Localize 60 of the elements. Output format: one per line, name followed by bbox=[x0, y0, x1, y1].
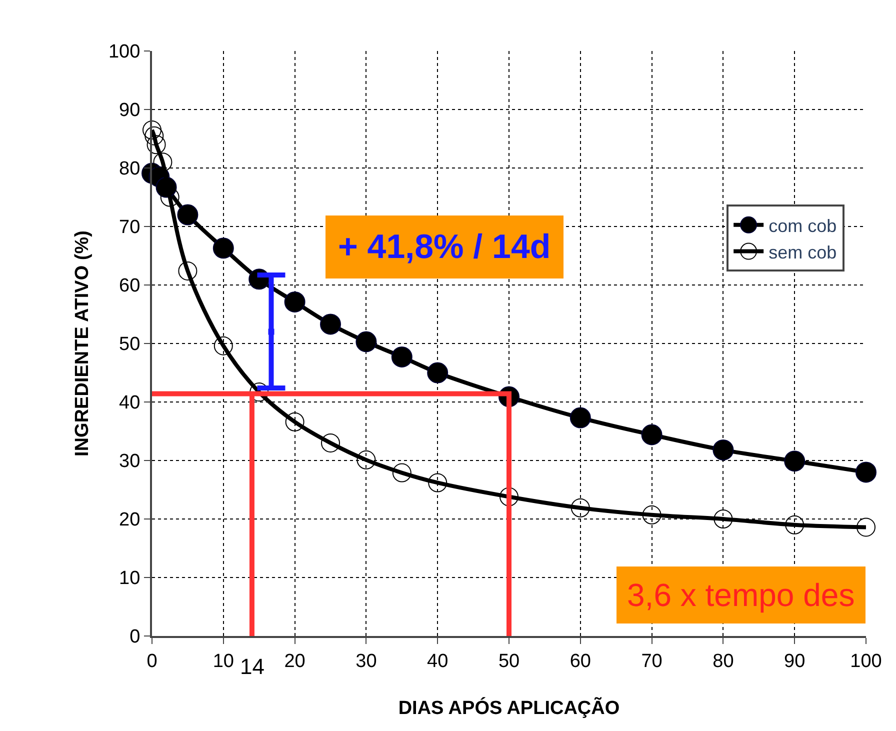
x-tick-label: 90 bbox=[784, 650, 806, 672]
annotation: + 41,8% / 14d bbox=[338, 228, 551, 266]
legend-label: com cob bbox=[768, 216, 837, 236]
point bbox=[356, 450, 376, 470]
point bbox=[214, 336, 233, 356]
point bbox=[212, 238, 234, 259]
point bbox=[178, 261, 198, 280]
point bbox=[570, 498, 590, 518]
point bbox=[268, 328, 274, 335]
x-tick-label: 60 bbox=[570, 650, 591, 672]
point bbox=[785, 515, 804, 534]
point bbox=[320, 314, 341, 335]
annotation: 3,6 x tempo des bbox=[627, 577, 855, 613]
y-tick-label: 100 bbox=[108, 42, 140, 63]
x-tick-label: 80 bbox=[712, 650, 734, 672]
point bbox=[285, 412, 304, 432]
x-tick-label: 30 bbox=[356, 650, 377, 672]
point bbox=[500, 487, 518, 506]
x-axis-title: DIAS APÓS APLICAÇÃO bbox=[398, 697, 620, 720]
point bbox=[153, 152, 172, 172]
y-axis-title: INGREDIENTE ATIVO (%) bbox=[72, 230, 93, 456]
y-tick-label: 40 bbox=[119, 392, 140, 414]
point bbox=[160, 188, 180, 207]
point bbox=[784, 450, 806, 472]
y-tick-label: 60 bbox=[119, 276, 140, 297]
point bbox=[570, 407, 591, 428]
x-tick-label: 10 bbox=[212, 650, 234, 672]
point bbox=[714, 510, 733, 528]
y-tick-label: 30 bbox=[119, 451, 140, 472]
x-tick-label: 70 bbox=[641, 650, 662, 672]
x-tick-label: 20 bbox=[284, 650, 306, 672]
y-tick-label: 80 bbox=[119, 158, 140, 180]
point bbox=[391, 346, 412, 368]
y-tick-label: 0 bbox=[130, 626, 140, 648]
point bbox=[428, 473, 448, 492]
x-tick-label: 50 bbox=[498, 650, 520, 672]
point bbox=[856, 518, 876, 537]
point bbox=[144, 126, 164, 146]
point bbox=[642, 505, 662, 524]
y-tick-label: 50 bbox=[119, 334, 140, 356]
point bbox=[177, 204, 198, 226]
y-tick-label: 70 bbox=[119, 217, 140, 238]
y-tick-label: 20 bbox=[119, 510, 140, 531]
point bbox=[356, 331, 377, 352]
point bbox=[142, 120, 162, 140]
point bbox=[392, 463, 412, 482]
point bbox=[284, 291, 306, 312]
legend-label: sem cob bbox=[768, 242, 837, 262]
x-tick-label: 40 bbox=[427, 650, 448, 672]
x-tick-label: 100 bbox=[850, 650, 882, 672]
y-tick-label: 90 bbox=[119, 100, 140, 122]
point bbox=[641, 424, 662, 446]
annotation: 14 bbox=[240, 654, 264, 679]
point bbox=[712, 439, 734, 460]
y-tick-label: 10 bbox=[119, 568, 140, 590]
point bbox=[856, 462, 876, 483]
x-tick-label: 0 bbox=[146, 650, 158, 672]
point bbox=[146, 135, 166, 154]
point bbox=[321, 433, 340, 452]
point bbox=[427, 362, 448, 384]
